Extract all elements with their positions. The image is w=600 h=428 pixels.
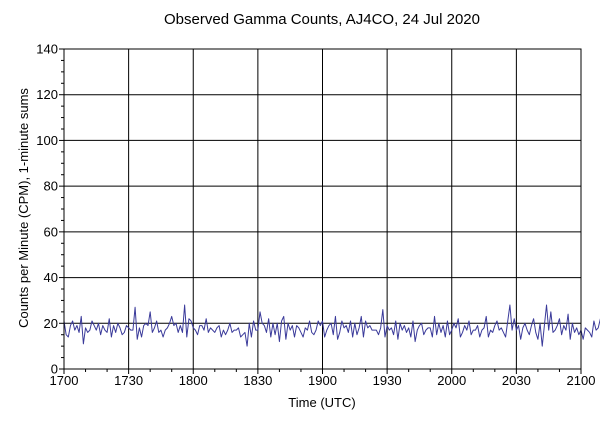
y-tick-label: 140 — [36, 42, 58, 57]
chart-title: Observed Gamma Counts, AJ4CO, 24 Jul 202… — [164, 11, 480, 28]
x-tick-label: 2030 — [502, 373, 531, 388]
x-tick-label: 1730 — [114, 373, 143, 388]
y-tick-label: 60 — [44, 224, 58, 239]
y-tick-label: 120 — [36, 87, 58, 102]
axis-ticks — [59, 48, 582, 374]
y-tick-label: 0 — [51, 362, 58, 377]
x-tick-label: 1800 — [179, 373, 208, 388]
x-tick-label: 2100 — [567, 373, 596, 388]
x-axis-tick-labels: 1700 1730 1800 1830 1900 1930 2000 2030 2100 — [50, 373, 596, 388]
series-line — [63, 304, 600, 347]
x-tick-label: 1830 — [243, 373, 272, 388]
y-tick-label: 80 — [44, 179, 58, 194]
grid-lines — [64, 49, 581, 369]
x-tick-label: 1900 — [308, 373, 337, 388]
x-tick-label: 2000 — [437, 373, 466, 388]
y-axis-label: Counts per Minute (CPM), 1-minute sums — [16, 88, 31, 328]
series-layer — [63, 304, 600, 347]
y-tick-label: 100 — [36, 133, 58, 148]
x-axis-label: Time (UTC) — [288, 395, 355, 410]
x-tick-label: 1930 — [373, 373, 402, 388]
y-tick-label: 20 — [44, 316, 58, 331]
y-axis-tick-labels: 0 20 40 60 80 100 120 140 — [36, 42, 58, 377]
x-tick-label: 1700 — [50, 373, 79, 388]
y-tick-label: 40 — [44, 270, 58, 285]
